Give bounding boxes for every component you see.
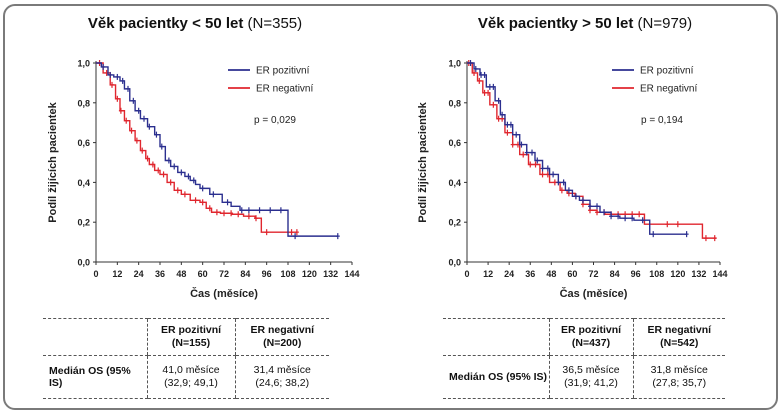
x-tick-label: 72 bbox=[588, 269, 598, 279]
x-tick-label: 96 bbox=[631, 269, 641, 279]
x-tick-label: 108 bbox=[649, 269, 664, 279]
x-tick-label: 120 bbox=[670, 269, 685, 279]
chart-title-n: (N=355) bbox=[247, 15, 303, 32]
y-tick-label: 0,2 bbox=[448, 218, 461, 228]
chart-title: Věk pacientky > 50 let (N=979) bbox=[390, 15, 780, 32]
table-corner bbox=[43, 318, 147, 356]
x-tick-label: 72 bbox=[219, 269, 229, 279]
y-tick-label: 0,4 bbox=[77, 178, 90, 188]
median-os-table-over-50: ER pozitivní (N=437) ER negativní (N=542) … bbox=[443, 318, 725, 399]
legend-label-er-positive: ER pozitivní bbox=[256, 66, 310, 77]
table-cell-er-positive: 36,5 měsíce (31,9; 41,2) bbox=[548, 355, 633, 399]
table-header-er-positive: ER pozitivní (N=437) bbox=[548, 318, 633, 356]
y-axis-label: Podíl žijících pacientek bbox=[47, 101, 59, 222]
table-row: Medián OS (95% IS) 41,0 měsíce (32,9; 49,… bbox=[43, 355, 329, 399]
legend-label-er-negative: ER negativní bbox=[256, 84, 313, 95]
x-tick-label: 12 bbox=[112, 269, 122, 279]
y-tick-label: 0,8 bbox=[77, 98, 90, 108]
y-tick-label: 0,4 bbox=[448, 178, 461, 188]
x-tick-label: 12 bbox=[483, 269, 493, 279]
table-header-er-negative: ER negativní (N=200) bbox=[234, 318, 329, 356]
y-tick-label: 0,8 bbox=[448, 98, 461, 108]
x-tick-label: 144 bbox=[344, 269, 359, 279]
table-corner bbox=[443, 318, 549, 356]
x-tick-label: 48 bbox=[546, 269, 556, 279]
x-tick-label: 84 bbox=[240, 269, 250, 279]
km-plot-over-50: 0,0 0,2 0,4 0,6 0,8 1,0 0 12 24 36 48 60 72 84 96 108 12… bbox=[417, 59, 728, 301]
legend-label-er-negative: ER negativní bbox=[640, 84, 697, 95]
table-header-row: ER pozitivní (N=155) ER negativní (N=200) bbox=[43, 318, 329, 356]
y-tick-label: 0,2 bbox=[77, 218, 90, 228]
km-plot-under-50: 0,0 0,2 0,4 0,6 0,8 1,0 0 12 24 36 48 60 72 84 96 108 12… bbox=[47, 59, 360, 301]
x-tick-label: 24 bbox=[134, 269, 144, 279]
x-tick-label: 120 bbox=[302, 269, 317, 279]
x-tick-label: 132 bbox=[691, 269, 706, 279]
p-value-annotation: p = 0,194 bbox=[641, 115, 683, 126]
chart-title-text: Věk pacientky < 50 let bbox=[87, 15, 244, 32]
x-tick-label: 36 bbox=[155, 269, 165, 279]
x-axis-label: Čas (měsíce) bbox=[560, 287, 628, 300]
table-row-label: Medián OS (95% IS) bbox=[443, 355, 549, 399]
legend-label-er-positive: ER pozitivní bbox=[640, 66, 694, 77]
x-tick-label: 36 bbox=[525, 269, 535, 279]
y-tick-label: 0,6 bbox=[77, 138, 90, 148]
table-header-row: ER pozitivní (N=437) ER negativní (N=542) bbox=[443, 318, 725, 356]
y-tick-label: 0,0 bbox=[77, 258, 90, 268]
x-tick-label: 132 bbox=[323, 269, 338, 279]
x-axis-label: Čas (měsíce) bbox=[190, 287, 258, 300]
x-tick-label: 60 bbox=[567, 269, 577, 279]
p-value-annotation: p = 0,029 bbox=[254, 115, 296, 126]
panel-under-50: Věk pacientky < 50 let (N=355) 0,0 0,2 0,4… bbox=[0, 15, 390, 399]
table-row-label: Medián OS (95% IS) bbox=[43, 355, 147, 399]
table-header-er-negative: ER negativní (N=542) bbox=[632, 318, 725, 356]
x-tick-label: 24 bbox=[504, 269, 514, 279]
km-curve-er-positive bbox=[96, 62, 338, 237]
table-cell-er-positive: 41,0 měsíce (32,9; 49,1) bbox=[146, 355, 235, 399]
x-tick-label: 84 bbox=[610, 269, 620, 279]
chart-title: Věk pacientky < 50 let (N=355) bbox=[0, 15, 390, 32]
median-os-table-under-50: ER pozitivní (N=155) ER negativní (N=200) … bbox=[43, 318, 329, 399]
y-tick-label: 0,6 bbox=[448, 138, 461, 148]
y-tick-label: 0,0 bbox=[448, 258, 461, 268]
table-row: Medián OS (95% IS) 36,5 měsíce (31,9; 41,… bbox=[443, 355, 725, 399]
x-tick-label: 96 bbox=[262, 269, 272, 279]
table-header-er-positive: ER pozitivní (N=155) bbox=[146, 318, 235, 356]
x-tick-label: 144 bbox=[712, 269, 727, 279]
x-tick-label: 48 bbox=[176, 269, 186, 279]
x-tick-label: 60 bbox=[198, 269, 208, 279]
chart-title-n: (N=979) bbox=[637, 15, 693, 32]
table-cell-er-negative: 31,8 měsíce (27,8; 35,7) bbox=[632, 355, 725, 399]
chart-title-text: Věk pacientky > 50 let bbox=[477, 15, 634, 32]
table-cell-er-negative: 31,4 měsíce (24,6; 38,2) bbox=[234, 355, 329, 399]
x-tick-label: 0 bbox=[93, 269, 98, 279]
x-tick-label: 108 bbox=[280, 269, 295, 279]
x-tick-label: 0 bbox=[464, 269, 469, 279]
y-tick-label: 1,0 bbox=[448, 59, 461, 69]
y-axis-label: Podíl žijících pacientek bbox=[417, 101, 429, 222]
y-tick-label: 1,0 bbox=[77, 59, 90, 69]
panel-over-50: Věk pacientky > 50 let (N=979) 0,0 0,2 0,4… bbox=[390, 0, 780, 416]
